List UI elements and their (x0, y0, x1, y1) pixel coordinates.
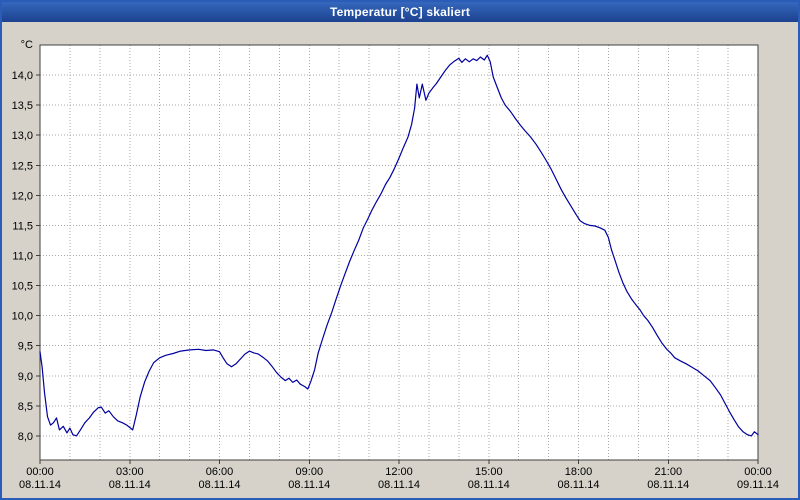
svg-text:00:00: 00:00 (744, 466, 772, 478)
svg-text:8,5: 8,5 (18, 401, 33, 413)
temperature-line-chart: 8,0 8,5 9,0 9,5 10,0 10,5 11,0 11,5 12,0 12,5 13,0… (12, 39, 779, 491)
svg-text:08.11.14: 08.11.14 (19, 479, 61, 491)
svg-text:12,5: 12,5 (12, 160, 33, 172)
svg-text:00:00: 00:00 (26, 466, 54, 478)
svg-text:9,0: 9,0 (18, 371, 33, 383)
svg-text:15:00: 15:00 (475, 466, 503, 478)
svg-text:08.11.14: 08.11.14 (378, 479, 420, 491)
svg-text:°C: °C (21, 39, 33, 51)
svg-text:09:00: 09:00 (296, 466, 324, 478)
svg-text:10,5: 10,5 (12, 281, 33, 293)
svg-text:11,0: 11,0 (12, 251, 33, 263)
svg-text:08.11.14: 08.11.14 (647, 479, 689, 491)
svg-text:14,0: 14,0 (12, 70, 33, 82)
svg-text:09.11.14: 09.11.14 (737, 479, 779, 491)
svg-text:12,0: 12,0 (12, 190, 33, 202)
svg-text:08.11.14: 08.11.14 (468, 479, 510, 491)
svg-text:12:00: 12:00 (385, 466, 413, 478)
svg-text:08.11.14: 08.11.14 (288, 479, 330, 491)
svg-text:08.11.14: 08.11.14 (198, 479, 240, 491)
svg-text:08.11.14: 08.11.14 (109, 479, 151, 491)
svg-text:9,5: 9,5 (18, 341, 33, 353)
svg-text:06:00: 06:00 (206, 466, 234, 478)
svg-text:18:00: 18:00 (565, 466, 593, 478)
svg-text:13,0: 13,0 (12, 130, 33, 142)
svg-text:10,0: 10,0 (12, 311, 33, 323)
svg-text:21:00: 21:00 (655, 466, 683, 478)
svg-text:8,0: 8,0 (18, 431, 33, 443)
svg-text:11,5: 11,5 (12, 220, 33, 232)
chart-title: Temperatur [°C] skaliert (329, 5, 471, 19)
title-bar[interactable]: Temperatur [°C] skaliert (2, 2, 798, 22)
svg-text:13,5: 13,5 (12, 100, 33, 112)
svg-text:03:00: 03:00 (116, 466, 144, 478)
svg-text:08.11.14: 08.11.14 (557, 479, 599, 491)
chart-area: 8,0 8,5 9,0 9,5 10,0 10,5 11,0 11,5 12,0 12,5 13,0… (2, 22, 798, 498)
